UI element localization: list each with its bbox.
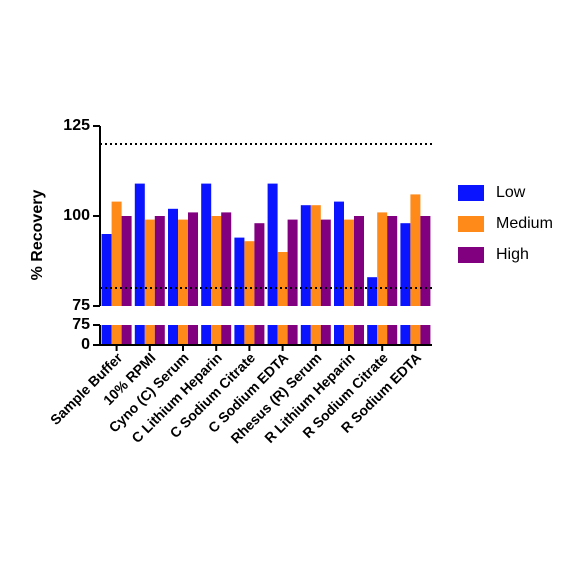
bar — [277, 325, 288, 345]
bar — [211, 216, 222, 306]
y-tick-label: 75 — [72, 316, 90, 333]
bar — [300, 205, 311, 306]
bar — [254, 325, 265, 345]
legend-label: Medium — [496, 215, 553, 232]
bar — [211, 325, 222, 345]
bar — [287, 325, 298, 345]
bar — [287, 219, 298, 306]
y-tick-label: 75 — [72, 297, 90, 314]
bar — [144, 325, 155, 345]
y-tick-label: 125 — [63, 117, 90, 134]
bar — [334, 201, 344, 306]
bar — [144, 219, 155, 306]
bar — [267, 325, 278, 345]
bar — [334, 325, 344, 345]
bar — [420, 216, 431, 306]
bar — [300, 325, 311, 345]
bar — [354, 325, 364, 345]
y-tick-label: 100 — [63, 207, 90, 224]
bar — [387, 325, 398, 345]
bar — [367, 277, 378, 306]
bar — [201, 325, 212, 345]
legend-label: High — [496, 246, 529, 263]
bar — [234, 325, 245, 345]
bar — [188, 325, 198, 345]
bar — [134, 325, 145, 345]
bar — [134, 183, 145, 306]
bar — [400, 223, 411, 306]
bar — [377, 325, 388, 345]
legend-swatch — [458, 247, 484, 263]
bar — [244, 241, 255, 306]
bar — [101, 234, 112, 306]
legend-label: Low — [496, 184, 526, 201]
bar — [277, 252, 288, 306]
y-tick-label: 0 — [81, 336, 90, 353]
bar — [234, 237, 245, 306]
bar — [320, 219, 331, 306]
bar — [367, 325, 378, 345]
bar — [420, 325, 431, 345]
bar — [344, 325, 354, 345]
bar — [221, 325, 232, 345]
bar — [101, 325, 112, 345]
bar — [410, 194, 421, 306]
bar — [387, 216, 398, 306]
bar — [178, 219, 188, 306]
bar — [154, 216, 165, 306]
legend-swatch — [458, 185, 484, 201]
bar — [121, 216, 132, 306]
bar — [267, 183, 278, 306]
bar — [344, 219, 354, 306]
bar — [168, 325, 178, 345]
bar — [244, 325, 255, 345]
bar — [320, 325, 331, 345]
bar — [354, 216, 364, 306]
bar — [111, 325, 122, 345]
bar — [111, 201, 122, 306]
bar — [377, 212, 388, 306]
bar — [121, 325, 132, 345]
bar — [310, 205, 321, 306]
bar — [310, 325, 321, 345]
bar — [154, 325, 165, 345]
bar — [410, 325, 421, 345]
bar — [254, 223, 265, 306]
legend-swatch — [458, 216, 484, 232]
bar — [178, 325, 188, 345]
y-axis-label: % Recovery — [29, 190, 46, 281]
bar — [400, 325, 411, 345]
bar — [168, 208, 178, 306]
bar — [201, 183, 212, 306]
bar — [188, 212, 198, 306]
bar — [221, 212, 232, 306]
